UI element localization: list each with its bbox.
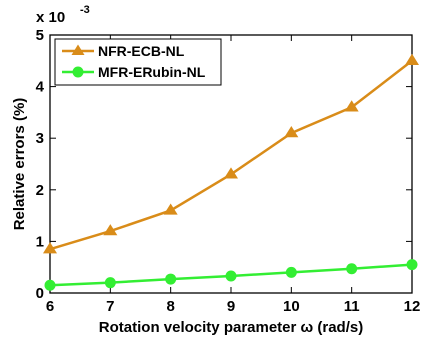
data-point-circle: [104, 277, 116, 289]
data-point-circle: [44, 279, 56, 291]
x-tick-label: 7: [106, 298, 114, 315]
data-point-triangle: [344, 100, 359, 112]
y-tick-label: 1: [36, 233, 44, 250]
data-point-triangle: [103, 224, 118, 236]
data-point-triangle: [405, 53, 419, 65]
x-tick-label: 10: [283, 298, 300, 315]
y-tick-label: 5: [36, 27, 44, 44]
y-multiplier-base: x 10: [36, 9, 65, 26]
legend-box: [54, 38, 222, 86]
data-point-circle: [406, 259, 418, 271]
y-tick-label: 4: [36, 79, 45, 96]
y-tick-label: 3: [36, 130, 44, 147]
data-point-circle: [346, 263, 358, 275]
legend-label-1: MFR-ERubin-NL: [98, 64, 206, 80]
data-point-triangle: [284, 126, 299, 138]
y-tick-label: 2: [36, 182, 44, 199]
x-axis-label: Rotation velocity parameter ω (rad/s): [99, 319, 363, 336]
legend: NFR-ECB-NL MFR-ERubin-NL: [54, 38, 222, 86]
data-point-triangle: [224, 167, 238, 179]
y-axis-label: Relative errors (%): [11, 98, 28, 231]
y-multiplier-exponent: -3: [80, 4, 90, 16]
data-point-circle: [285, 266, 297, 278]
x-tick-label: 9: [227, 298, 235, 315]
legend-label-0: NFR-ECB-NL: [98, 43, 185, 59]
x-tick-label: 6: [46, 298, 54, 315]
data-point-circle: [165, 273, 177, 285]
y-tick-label: 0: [36, 285, 44, 302]
x-tick-label: 11: [344, 298, 360, 315]
legend-marker-triangle: [71, 44, 85, 55]
series-layer: [43, 53, 419, 291]
data-point-circle: [225, 270, 237, 282]
x-tick-label: 12: [404, 298, 421, 315]
legend-marker-circle: [72, 66, 84, 78]
data-point-triangle: [163, 203, 178, 215]
x-tick-label: 8: [166, 298, 174, 315]
data-point-triangle: [43, 242, 57, 254]
